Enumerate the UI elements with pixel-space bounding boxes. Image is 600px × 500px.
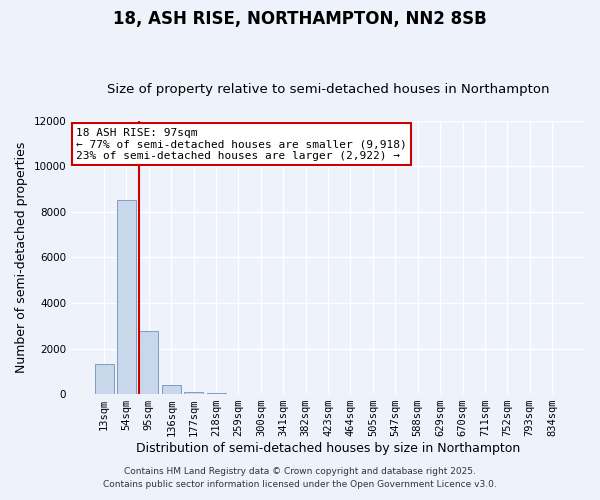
Text: 18, ASH RISE, NORTHAMPTON, NN2 8SB: 18, ASH RISE, NORTHAMPTON, NN2 8SB <box>113 10 487 28</box>
X-axis label: Distribution of semi-detached houses by size in Northampton: Distribution of semi-detached houses by … <box>136 442 520 455</box>
Y-axis label: Number of semi-detached properties: Number of semi-detached properties <box>15 142 28 373</box>
Bar <box>95 364 113 394</box>
Bar <box>184 392 203 394</box>
Bar <box>117 200 136 394</box>
Bar <box>139 332 158 394</box>
Text: 18 ASH RISE: 97sqm
← 77% of semi-detached houses are smaller (9,918)
23% of semi: 18 ASH RISE: 97sqm ← 77% of semi-detache… <box>76 128 407 161</box>
Bar <box>162 386 181 394</box>
Text: Contains HM Land Registry data © Crown copyright and database right 2025.
Contai: Contains HM Land Registry data © Crown c… <box>103 468 497 489</box>
Title: Size of property relative to semi-detached houses in Northampton: Size of property relative to semi-detach… <box>107 83 550 96</box>
